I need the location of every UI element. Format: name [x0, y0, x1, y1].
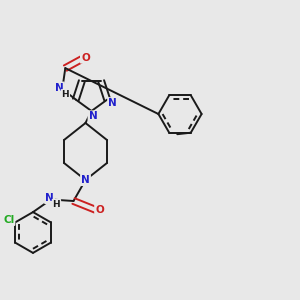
Text: N: N	[45, 193, 54, 203]
Text: H: H	[61, 90, 69, 99]
Text: N: N	[88, 111, 98, 122]
Text: N: N	[81, 175, 90, 185]
Text: Cl: Cl	[3, 215, 14, 225]
Text: O: O	[81, 52, 90, 63]
Text: O: O	[95, 205, 104, 215]
Text: N: N	[108, 98, 117, 108]
Text: N: N	[55, 82, 64, 93]
Text: H: H	[52, 200, 60, 209]
